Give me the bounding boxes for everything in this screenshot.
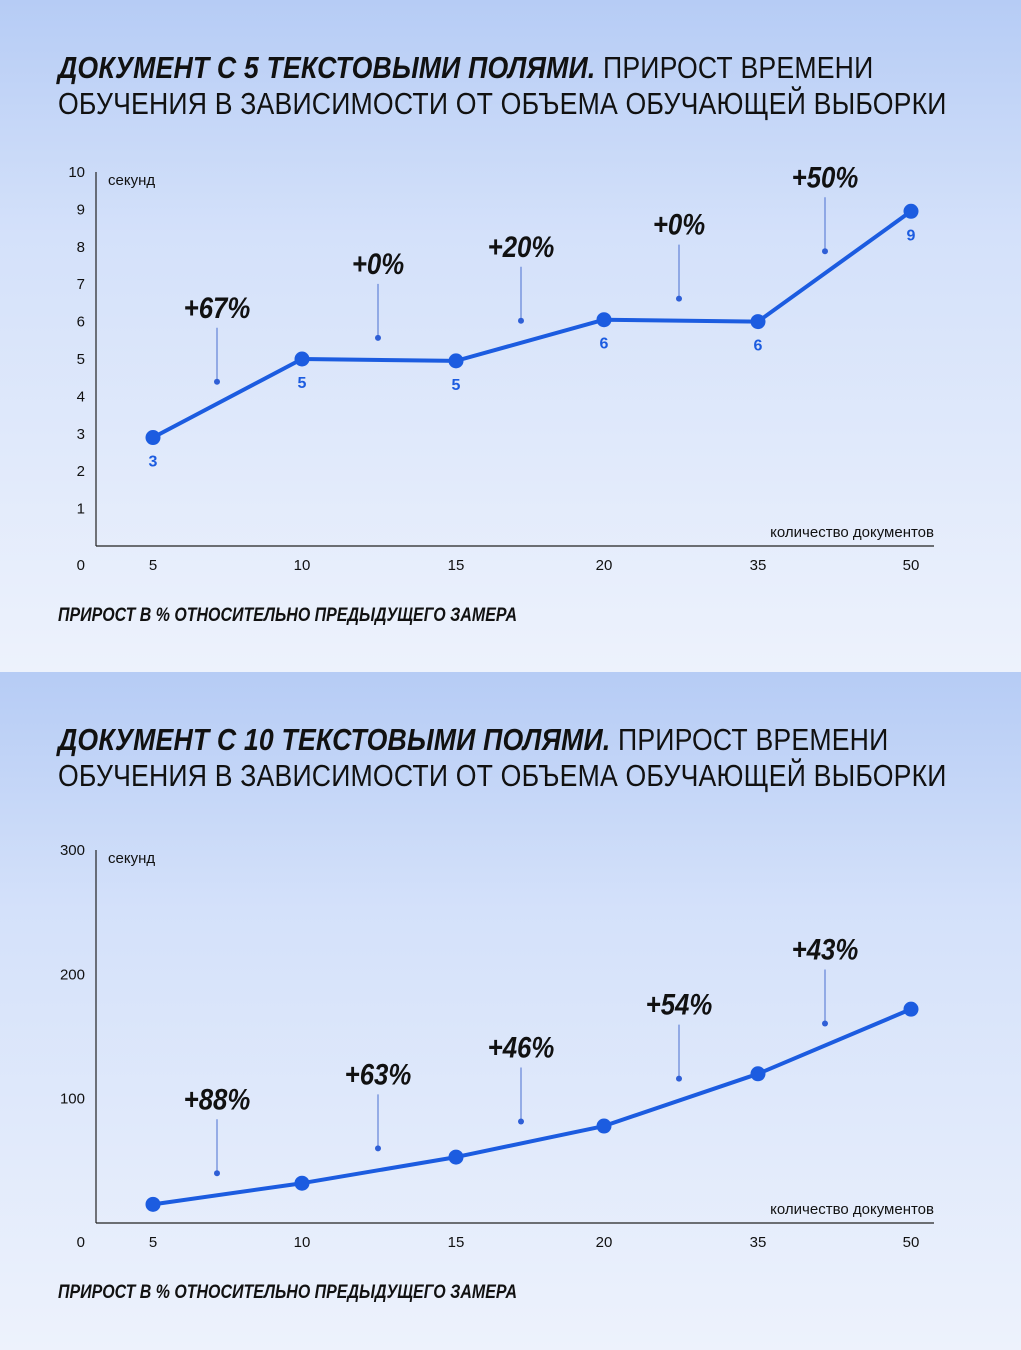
y-tick-label: 10: [68, 164, 85, 181]
y-axis-title: секунд: [108, 850, 155, 867]
annotation-dot: [214, 1170, 220, 1177]
data-label: 3: [149, 454, 158, 471]
growth-annotation: +88%: [184, 1082, 251, 1115]
series-line: [151, 1007, 913, 1207]
data-point: [903, 1001, 919, 1017]
y-tick-label: 4: [77, 388, 85, 405]
growth-annotation: +67%: [184, 291, 251, 324]
y-tick-label: 3: [77, 426, 85, 443]
x-tick-label: 5: [149, 1234, 157, 1251]
chart-1-footnote: ПРИРОСТ В % ОТНОСИТЕЛЬНО ПРЕДЫДУЩЕГО ЗАМ…: [58, 605, 518, 626]
y-tick-label: 200: [60, 966, 85, 983]
y-tick-label: 6: [77, 314, 85, 331]
chart-2-title-bold: ДОКУМЕНТ С 10 ТЕКСТОВЫМИ ПОЛЯМИ.: [58, 722, 611, 757]
annotation-dot: [676, 295, 682, 302]
annotation-dot: [676, 1075, 682, 1082]
x-tick-label: 35: [750, 1234, 767, 1251]
x-tick-label: 15: [448, 1234, 465, 1251]
data-point: [596, 1118, 612, 1134]
data-point: [903, 203, 919, 219]
growth-annotation: +0%: [352, 247, 404, 280]
chart-panel-2: ДОКУМЕНТ С 10 ТЕКСТОВЫМИ ПОЛЯМИ. ПРИРОСТ…: [0, 672, 1021, 1350]
series-line: [151, 209, 913, 440]
data-point: [294, 351, 310, 367]
y-axis-title: секунд: [108, 172, 155, 189]
data-label: 6: [754, 338, 763, 355]
x-tick-label: 10: [294, 1234, 311, 1251]
y-tick-label: 5: [77, 351, 85, 368]
x-tick-label: 20: [596, 557, 613, 574]
data-label: 5: [452, 377, 461, 394]
chart-2-title-line2: ОБУЧЕНИЯ В ЗАВИСИМОСТИ ОТ ОБЪЕМА ОБУЧАЮЩ…: [58, 758, 947, 793]
annotation-dot: [375, 334, 381, 341]
y-tick-label: 7: [77, 276, 85, 293]
data-point: [448, 353, 464, 369]
x-tick-label: 5: [149, 557, 157, 574]
chart-1-plot: 1 2 3 4 5 6 7 8 9 10 0 секунд количество документов 5…: [68, 160, 934, 574]
y-tick-label: 8: [77, 239, 85, 256]
growth-annotation: +43%: [792, 933, 859, 966]
chart-2-plot: 100 200 300 0 секунд количество документов 5 10…: [60, 842, 934, 1251]
chart-2-footnote: ПРИРОСТ В % ОТНОСИТЕЛЬНО ПРЕДЫДУЩЕГО ЗАМ…: [58, 1282, 518, 1303]
x-tick-label: 50: [903, 1234, 920, 1251]
y-tick-label: 100: [60, 1091, 85, 1108]
data-point: [294, 1175, 310, 1191]
data-point: [448, 1149, 464, 1165]
growth-annotation: +0%: [653, 208, 705, 241]
annotation-dot: [518, 317, 524, 324]
chart-1-title-bold: ДОКУМЕНТ С 5 ТЕКСТОВЫМИ ПОЛЯМИ.: [58, 50, 596, 85]
annotation-dot: [375, 1145, 381, 1152]
y-tick-label: 9: [77, 201, 85, 218]
chart-1-title-line2: ОБУЧЕНИЯ В ЗАВИСИМОСТИ ОТ ОБЪЕМА ОБУЧАЮЩ…: [58, 86, 947, 121]
data-label: 6: [600, 336, 609, 353]
origin-label: 0: [77, 1234, 85, 1251]
chart-2-title-rest: ПРИРОСТ ВРЕМЕНИ: [610, 722, 889, 757]
x-tick-label: 20: [596, 1234, 613, 1251]
x-axis-title: количество документов: [770, 1201, 934, 1218]
chart-2-title: ДОКУМЕНТ С 10 ТЕКСТОВЫМИ ПОЛЯМИ. ПРИРОСТ…: [58, 722, 947, 794]
x-tick-label: 15: [448, 557, 465, 574]
x-tick-label: 50: [903, 557, 920, 574]
x-axis-title: количество документов: [770, 524, 934, 541]
annotation-dot: [822, 1020, 828, 1027]
data-point: [750, 1066, 766, 1082]
origin-label: 0: [77, 557, 85, 574]
y-tick-label: 1: [77, 501, 85, 518]
growth-annotation: +54%: [646, 988, 713, 1021]
annotation-dot: [214, 378, 220, 385]
data-point: [596, 312, 612, 328]
growth-annotation: +20%: [488, 230, 555, 263]
data-label: 9: [907, 227, 916, 244]
data-point: [145, 1196, 161, 1212]
data-label: 5: [298, 375, 307, 392]
chart-1-title: ДОКУМЕНТ С 5 ТЕКСТОВЫМИ ПОЛЯМИ. ПРИРОСТ …: [58, 50, 947, 122]
chart-1-title-rest: ПРИРОСТ ВРЕМЕНИ: [595, 50, 874, 85]
x-tick-label: 10: [294, 557, 311, 574]
annotation-dot: [518, 1118, 524, 1125]
data-point: [750, 314, 766, 330]
y-tick-label: 300: [60, 842, 85, 859]
x-tick-label: 35: [750, 557, 767, 574]
annotation-dot: [822, 248, 828, 255]
growth-annotation: +50%: [792, 160, 859, 193]
data-point: [145, 430, 161, 446]
growth-annotation: +46%: [488, 1031, 555, 1064]
y-tick-label: 2: [77, 463, 85, 480]
chart-panel-1: ДОКУМЕНТ С 5 ТЕКСТОВЫМИ ПОЛЯМИ. ПРИРОСТ …: [0, 0, 1021, 672]
growth-annotation: +63%: [345, 1058, 412, 1091]
